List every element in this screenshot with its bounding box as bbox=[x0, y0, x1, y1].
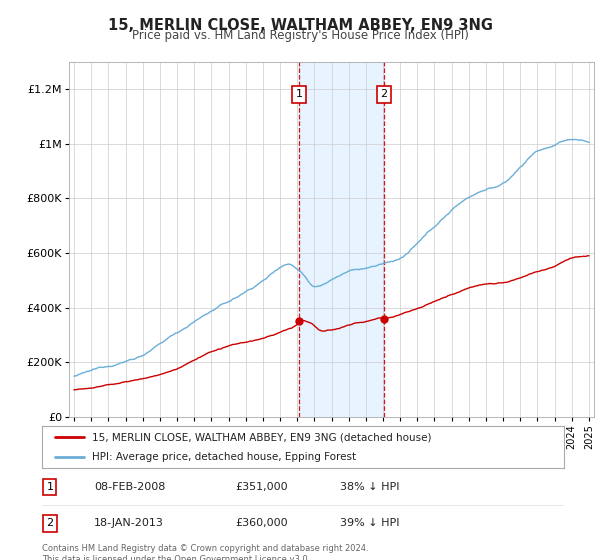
Bar bbox=[299, 62, 384, 417]
Text: 15, MERLIN CLOSE, WALTHAM ABBEY, EN9 3NG (detached house): 15, MERLIN CLOSE, WALTHAM ABBEY, EN9 3NG… bbox=[92, 432, 431, 442]
Text: 38% ↓ HPI: 38% ↓ HPI bbox=[340, 482, 399, 492]
Text: 18-JAN-2013: 18-JAN-2013 bbox=[94, 519, 164, 529]
Text: 1: 1 bbox=[46, 482, 53, 492]
Text: 39% ↓ HPI: 39% ↓ HPI bbox=[340, 519, 399, 529]
Text: £351,000: £351,000 bbox=[235, 482, 288, 492]
Text: Contains HM Land Registry data © Crown copyright and database right 2024.
This d: Contains HM Land Registry data © Crown c… bbox=[42, 544, 368, 560]
Text: 2: 2 bbox=[46, 519, 53, 529]
Text: 15, MERLIN CLOSE, WALTHAM ABBEY, EN9 3NG: 15, MERLIN CLOSE, WALTHAM ABBEY, EN9 3NG bbox=[107, 18, 493, 33]
Text: Price paid vs. HM Land Registry's House Price Index (HPI): Price paid vs. HM Land Registry's House … bbox=[131, 29, 469, 42]
Text: 1: 1 bbox=[295, 90, 302, 100]
Text: 2: 2 bbox=[380, 90, 388, 100]
Text: 08-FEB-2008: 08-FEB-2008 bbox=[94, 482, 166, 492]
Text: HPI: Average price, detached house, Epping Forest: HPI: Average price, detached house, Eppi… bbox=[92, 452, 356, 462]
Text: £360,000: £360,000 bbox=[235, 519, 288, 529]
